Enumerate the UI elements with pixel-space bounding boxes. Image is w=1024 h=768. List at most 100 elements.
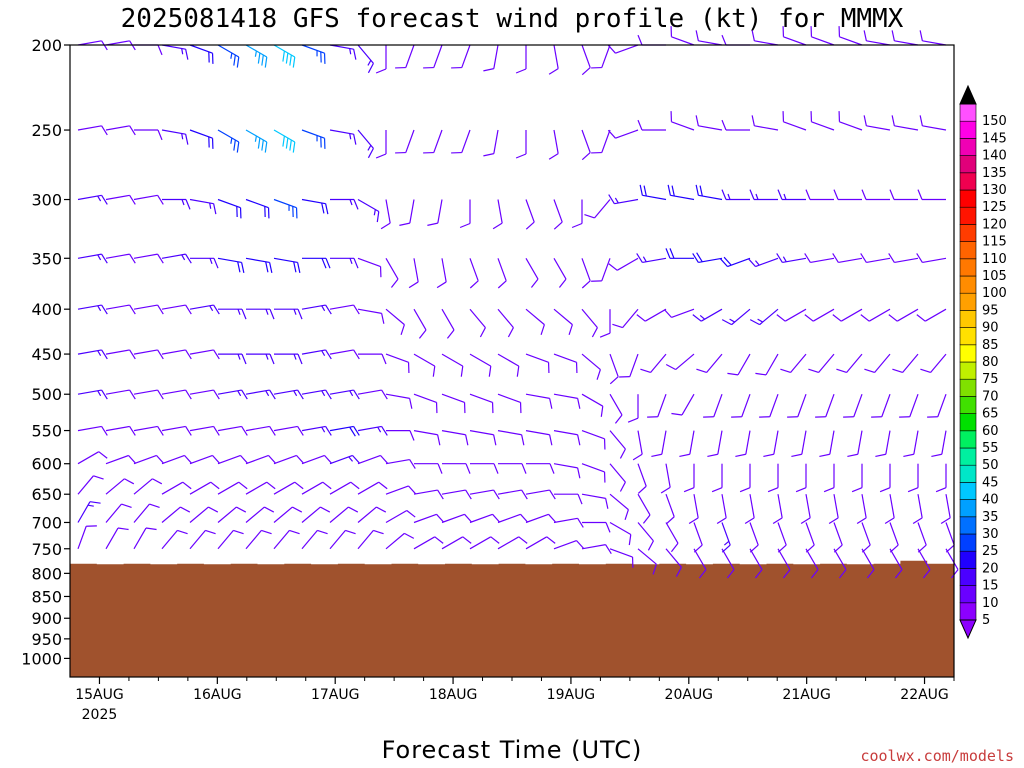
barb-flag [780, 368, 791, 374]
barb-shaft [805, 548, 819, 570]
barb-half-flag [87, 504, 94, 507]
wind-barb [683, 463, 695, 493]
barb-shaft [706, 353, 723, 373]
credit-text: coolwx.com/models [860, 747, 1014, 765]
barb-shaft [790, 353, 807, 373]
barb-shaft [441, 258, 447, 283]
barb-flag [101, 195, 108, 205]
y-tick-label: 250 [31, 121, 62, 140]
barb-flag [297, 308, 303, 320]
barb-flag [353, 134, 357, 145]
barb-flag [777, 544, 787, 553]
barb-shaft [105, 478, 125, 495]
barb-flag [795, 487, 807, 493]
barb-flag [492, 513, 501, 523]
wind-barb [823, 463, 835, 493]
barb-shaft [629, 353, 639, 377]
wind-barb [380, 199, 391, 230]
barb-flag [619, 376, 630, 378]
barb-flag [488, 366, 492, 377]
wind-barb [301, 506, 331, 523]
wind-barb [217, 257, 245, 274]
wind-barb [497, 308, 514, 338]
barb-shaft [717, 430, 723, 455]
barb-flag [381, 313, 385, 324]
barb-shaft [553, 430, 578, 436]
barb-flag [152, 478, 163, 485]
barb-shaft [857, 430, 863, 455]
barb-flag [643, 185, 647, 197]
wind-barb [663, 308, 695, 318]
wind-barb [581, 308, 598, 338]
barb-flag [548, 513, 557, 523]
wind-barb [945, 548, 959, 579]
barb-half-flag [729, 318, 735, 323]
wind-barb [442, 463, 471, 474]
wind-barb [217, 481, 248, 495]
barb-flag [596, 369, 601, 380]
barb-flag [892, 368, 903, 374]
colorbar-label: 55 [982, 441, 999, 456]
y-tick-label: 550 [31, 422, 62, 441]
barb-flag [292, 206, 294, 218]
wind-barb [497, 536, 528, 550]
barb-flag [211, 138, 214, 149]
barb-flag [879, 487, 891, 493]
wind-barb [301, 304, 332, 315]
barb-flag [891, 115, 895, 126]
barb-shaft [853, 393, 863, 417]
x-tick-label: 22AUG [900, 687, 949, 703]
wind-barb [483, 129, 499, 157]
colorbar-swatch [959, 585, 977, 604]
wind-barb [515, 130, 527, 159]
wind-barb [609, 493, 629, 520]
barb-shaft [133, 527, 147, 550]
barb-shaft [525, 353, 549, 363]
barb-shaft [273, 481, 296, 495]
barb-flag [549, 489, 556, 500]
barb-shaft [902, 353, 919, 373]
barb-shaft [245, 425, 270, 432]
wind-barb [189, 425, 220, 436]
wind-barb [357, 481, 388, 495]
wind-barb [77, 451, 108, 465]
barb-flag [695, 30, 699, 41]
wind-barb [525, 536, 556, 550]
colorbar-label: 20 [982, 561, 999, 576]
barb-shaft [650, 353, 667, 373]
wind-barb [189, 389, 220, 400]
barb-flag [950, 569, 959, 579]
barb-flag [838, 111, 841, 122]
barb-flag [660, 486, 671, 494]
wind-barb [553, 430, 581, 446]
wind-barb [385, 458, 416, 469]
barb-shaft [818, 353, 835, 373]
barb-shaft [741, 393, 751, 417]
barb-shaft [161, 389, 186, 395]
barb-flag [451, 66, 462, 69]
wind-barb [469, 308, 486, 338]
wind-barb [721, 308, 751, 326]
wind-barb [408, 258, 419, 289]
barb-shaft [609, 521, 632, 536]
barb-shaft [133, 503, 150, 523]
barb-flag [828, 517, 839, 525]
barb-shaft [601, 44, 611, 68]
y-tick-label: 700 [31, 513, 62, 532]
barb-flag [213, 349, 220, 360]
barb-shaft [469, 393, 493, 403]
barb-shaft [525, 393, 550, 399]
barb-flag [121, 503, 132, 508]
barb-flag [292, 506, 303, 513]
wind-barb [670, 26, 695, 46]
wind-barb [386, 430, 415, 441]
barb-flag [157, 349, 164, 360]
barb-flag [185, 49, 189, 60]
barb-flag [755, 372, 767, 376]
barb-flag [149, 503, 160, 508]
barb-flag [581, 152, 591, 161]
y-tick-label: 1000 [21, 649, 62, 668]
wind-barb [133, 253, 164, 264]
barb-shaft [721, 522, 731, 546]
barb-flag [800, 517, 811, 525]
